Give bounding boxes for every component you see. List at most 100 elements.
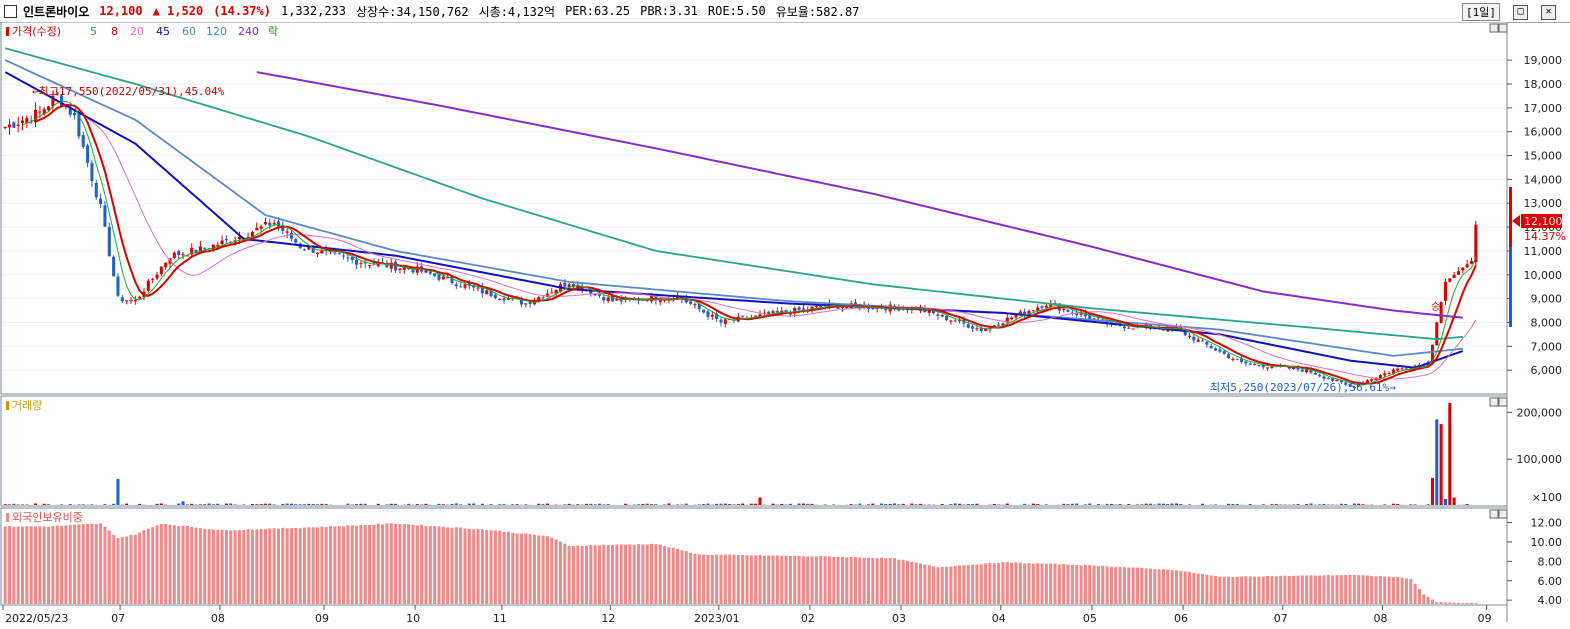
candle-body [224,238,228,240]
trade-volume: 1,332,233 [280,4,347,18]
candle-body [1187,335,1192,337]
close-icon[interactable]: ✕ [1541,4,1556,20]
foreign-ratio-bar [1227,576,1231,604]
candle-body [1070,312,1074,314]
volume-bar [1465,503,1469,505]
volume-bar [259,504,263,505]
foreign-ratio-bar [728,554,732,604]
candle-body [1235,359,1239,361]
volume-bar [454,503,458,505]
candle-body [1448,278,1452,282]
volume-bar [1161,503,1165,505]
volume-bar [68,504,72,505]
volume-bar [1344,503,1348,505]
foreign-ratio-bar [810,556,814,604]
period-selector[interactable]: [1일] [1462,3,1500,21]
candle-body [268,222,272,226]
foreign-ratio-bar [1036,563,1040,604]
price-panel-max-icon[interactable] [1489,23,1499,33]
volume-bar [363,503,367,505]
price-change-pct: (14.37%) [213,4,271,18]
foreign-panel-max-icon[interactable] [1489,509,1499,519]
foreign-ratio-bar [558,541,562,604]
stock-chart[interactable]: 19,000 18,000 17,000 16,000 15,000 14,000 13,0… [0,22,1570,629]
candle-body [506,298,510,300]
price-axis: 19,000 18,000 17,000 16,000 15,000 14,000 13,0… [1507,54,1562,377]
foreign-ratio-bar [684,551,688,604]
candle-body [1075,312,1079,316]
candle-body [975,328,979,330]
foreign-ratio-bar [168,524,172,604]
volume-panel-max-icon[interactable] [1489,397,1499,407]
foreign-ratio-bar [884,558,888,604]
candle-body [1465,264,1469,268]
volume-bar [1179,503,1183,505]
candle-body [498,298,502,300]
candle-body [1023,311,1027,315]
foreign-ratio-bar [450,527,454,604]
foreign-ratio-bar [1040,563,1044,604]
candle-body [611,295,615,302]
date-tick-label: 06 [1174,612,1188,625]
legend-ma240: 240 [238,25,259,38]
volume-bar [47,504,51,505]
volume-bar [229,503,233,505]
foreign-tick-label: 8.00 [1538,555,1563,568]
volume-bar [112,503,116,505]
legend-foreign-ratio: 외국인보유비중 [12,511,83,524]
volume-bar [177,503,181,505]
candle-body [524,303,528,305]
candle-body [927,309,931,313]
foreign-ratio-bar [845,557,849,604]
candle-body [1253,363,1257,365]
candle-body [60,95,64,106]
volume-bar [1261,504,1265,505]
volume-bar [125,503,129,505]
volume-bar [849,504,853,505]
volume-bar [502,504,506,505]
candle-body [1183,330,1187,336]
foreign-tick-label: 6.00 [1538,575,1563,588]
volume-bar [788,503,792,505]
foreign-ratio-bar [814,556,818,604]
volume-bar [593,504,597,505]
candle-body [1214,348,1218,351]
date-tick-label: 09 [1478,612,1492,625]
candle-body [602,296,606,301]
candle-body [1049,303,1053,308]
foreign-panel-close-icon[interactable] [1498,509,1508,519]
candle-body [1218,349,1222,352]
foreign-ratio-bar [420,524,424,604]
foreign-ratio-bar [77,524,81,604]
candle-body [936,314,940,316]
foreign-ratio-bar [394,523,398,604]
volume-bar [654,504,658,505]
volume-bar [1413,504,1417,505]
foreign-ratio-bar [871,557,875,604]
candle-body [697,303,701,310]
foreign-ratio-bar [702,554,706,604]
volume-panel-close-icon[interactable] [1498,397,1508,407]
candle-body [450,276,454,284]
candle-body [1292,367,1296,369]
foreign-ratio-bar [840,556,844,604]
foreign-ratio-bar [1096,566,1100,604]
foreign-ratio-bar [459,527,463,604]
volume-bar [1383,504,1387,505]
select-checkbox[interactable] [4,4,17,18]
price-panel-close-icon[interactable] [1498,23,1508,33]
foreign-ratio-bar [38,526,42,604]
foreign-ratio-bar [945,566,949,604]
foreign-ratio-bar [1231,576,1235,604]
candle-body [1240,358,1244,362]
volume-bar [311,504,315,505]
volume-bar [1430,477,1434,505]
maximize-icon[interactable]: □ [1513,4,1528,20]
candle-body [1318,374,1322,377]
candle-body [775,310,779,313]
foreign-ratio-bar [1326,574,1330,604]
candle-body [454,284,458,287]
date-tick-label: 2023/01 [694,612,740,625]
candle-body [1305,368,1309,373]
candle-body [437,274,441,280]
